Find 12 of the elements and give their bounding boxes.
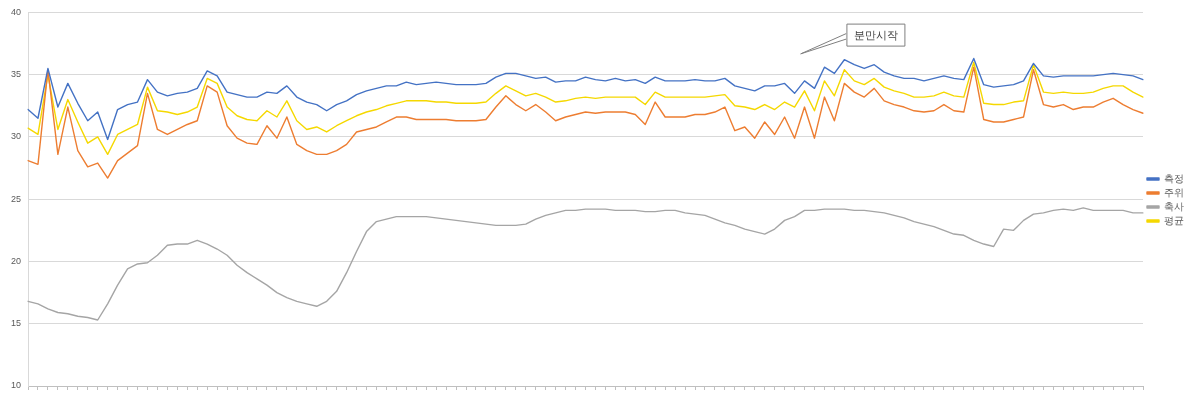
y-tick-label: 25 — [11, 193, 22, 204]
legend-label: 주위 — [1164, 186, 1184, 198]
legend-label: 축사 — [1164, 200, 1184, 212]
y-tick-label: 20 — [11, 255, 22, 266]
y-tick-label: 35 — [11, 69, 22, 80]
y-tick-label: 40 — [11, 6, 22, 17]
y-tick-label: 30 — [11, 131, 22, 142]
legend-label: 평균 — [1164, 214, 1184, 226]
annotation: 분만시작 — [853, 28, 898, 41]
y-tick-label: 15 — [11, 318, 22, 329]
y-tick-label: 10 — [11, 380, 22, 391]
legend-label: 측정 — [1164, 172, 1184, 184]
